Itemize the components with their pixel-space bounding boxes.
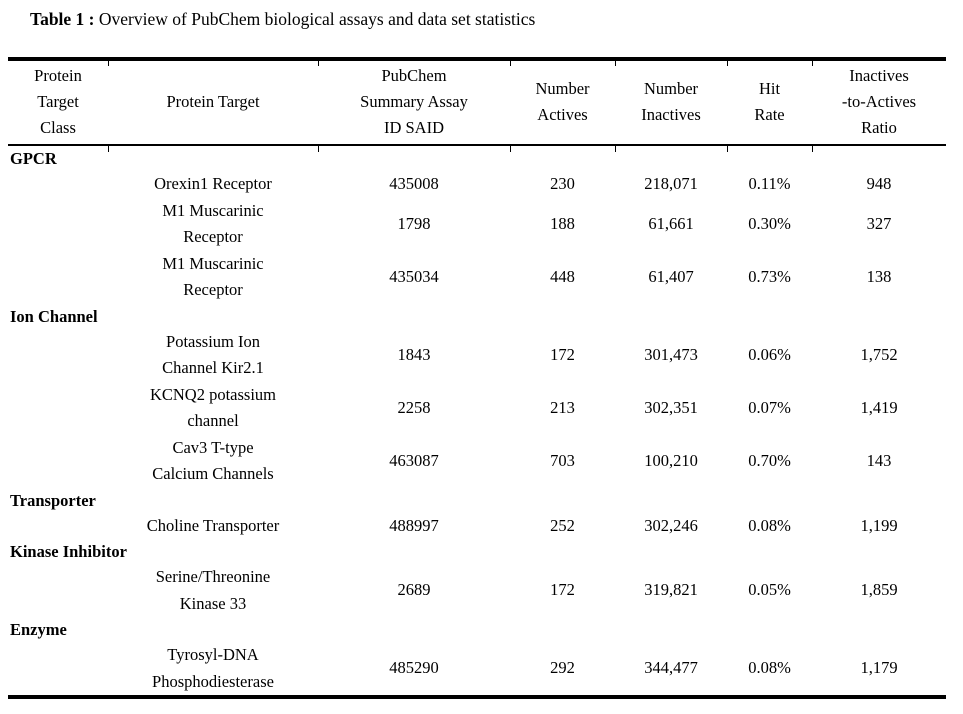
table-row: Tyrosyl-DNA Phosphodiesterase 485290 292… xyxy=(8,642,946,697)
cell-ratio: 948 xyxy=(866,174,892,193)
cell-actives: 188 xyxy=(550,213,575,233)
col-header-protein-target-class: Protein Target Class xyxy=(8,59,109,150)
cell-ratio: 143 xyxy=(866,450,892,470)
class-row-label: GPCR xyxy=(10,149,57,168)
cell-ratio: 1,419 xyxy=(860,397,898,417)
cell-target: KCNQ2 potassium channel xyxy=(149,384,277,431)
col-header-said: PubChem Summary Assay ID SAID xyxy=(318,59,511,150)
cell-inactives: 61,661 xyxy=(648,213,694,233)
cell-inactives: 302,246 xyxy=(644,515,698,535)
cell-hit-rate: 0.08% xyxy=(748,658,791,678)
class-row-kinase-inhibitor: Kinase Inhibitor xyxy=(8,539,946,564)
cell-said: 463087 xyxy=(389,450,439,470)
cell-hit-rate: 0.30% xyxy=(748,213,791,233)
cell-hit-rate: 0.73% xyxy=(748,266,791,286)
class-row-label: Enzyme xyxy=(10,620,67,639)
cell-target: Potassium Ion Channel Kir2.1 xyxy=(162,331,264,378)
col-header-hit-rate: Hit Rate xyxy=(727,59,813,150)
cell-said: 1843 xyxy=(397,344,431,364)
cell-hit-rate: 0.06% xyxy=(748,344,791,364)
class-row-label: Kinase Inhibitor xyxy=(10,542,127,561)
class-row-enzyme: Enzyme xyxy=(8,617,946,642)
cell-hit-rate: 0.08% xyxy=(748,515,791,535)
cell-actives: 703 xyxy=(550,450,575,470)
cell-hit-rate: 0.07% xyxy=(748,397,791,417)
cell-ratio: 1,859 xyxy=(860,580,898,600)
table-caption-label: Table 1 : xyxy=(30,9,95,29)
col-header-ratio: Inactives -to-Actives Ratio xyxy=(812,59,946,146)
class-row-label: Ion Channel xyxy=(10,306,98,326)
table-row: M1 Muscarinic Receptor 1798 188 61,661 0… xyxy=(8,198,946,251)
cell-said: 2258 xyxy=(397,397,431,417)
col-header-number-inactives: Number Inactives xyxy=(615,59,728,150)
cell-empty xyxy=(8,329,108,382)
cell-actives: 230 xyxy=(550,174,575,193)
col-header-number-actives: Number Actives xyxy=(510,59,616,150)
cell-target: M1 Muscarinic Receptor xyxy=(162,200,264,247)
cell-ratio: 1,752 xyxy=(860,344,898,364)
cell-ratio: 1,199 xyxy=(860,515,898,535)
cell-target: M1 Muscarinic Receptor xyxy=(162,253,264,300)
cell-empty xyxy=(8,642,108,697)
cell-empty xyxy=(8,382,108,435)
cell-inactives: 319,821 xyxy=(644,580,698,600)
cell-empty xyxy=(8,435,108,488)
cell-said: 485290 xyxy=(389,658,439,678)
cell-said: 2689 xyxy=(397,580,431,600)
cell-empty xyxy=(8,251,108,304)
col-header-protein-target: Protein Target xyxy=(108,59,319,150)
table-caption-text: Overview of PubChem biological assays an… xyxy=(98,9,536,29)
cell-actives: 292 xyxy=(550,658,575,678)
cell-target: Orexin1 Receptor xyxy=(154,174,272,193)
cell-inactives: 61,407 xyxy=(648,266,694,286)
cell-actives: 172 xyxy=(550,344,575,364)
cell-hit-rate: 0.70% xyxy=(748,450,791,470)
cell-ratio: 138 xyxy=(866,266,892,286)
cell-actives: 213 xyxy=(550,397,575,417)
cell-said: 1798 xyxy=(397,213,431,233)
table-row: Orexin1 Receptor 435008 230 218,071 0.11… xyxy=(8,171,946,198)
cell-empty xyxy=(8,564,108,617)
cell-empty xyxy=(8,198,108,251)
cell-inactives: 302,351 xyxy=(644,397,698,417)
table-row: M1 Muscarinic Receptor 435034 448 61,407… xyxy=(8,251,946,304)
table-row: Cav3 T-type Calcium Channels 463087 703 … xyxy=(8,435,946,488)
cell-inactives: 301,473 xyxy=(644,344,698,364)
cell-ratio: 1,179 xyxy=(860,658,898,678)
cell-said: 488997 xyxy=(389,515,439,535)
cell-actives: 252 xyxy=(550,515,575,535)
cell-inactives: 218,071 xyxy=(644,174,698,193)
cell-target: Choline Transporter xyxy=(146,515,280,535)
cell-hit-rate: 0.11% xyxy=(748,174,791,193)
class-row-label: Transporter xyxy=(10,490,96,510)
table-row: Potassium Ion Channel Kir2.1 1843 172 30… xyxy=(8,329,946,382)
assay-statistics-table: Protein Target Class Protein Target PubC… xyxy=(8,57,946,699)
cell-empty xyxy=(8,171,108,198)
table-row: Choline Transporter 488997 252 302,246 0… xyxy=(8,513,946,540)
class-row-transporter: Transporter xyxy=(8,488,946,513)
cell-ratio: 327 xyxy=(866,213,892,233)
cell-said: 435034 xyxy=(389,266,439,286)
table-row: Serine/Threonine Kinase 33 2689 172 319,… xyxy=(8,564,946,617)
cell-empty xyxy=(8,513,108,540)
cell-target: Cav3 T-type Calcium Channels xyxy=(152,437,274,484)
header-row: Protein Target Class Protein Target PubC… xyxy=(8,59,946,150)
cell-hit-rate: 0.05% xyxy=(748,580,791,600)
cell-inactives: 344,477 xyxy=(644,658,698,678)
class-row-ion-channel: Ion Channel xyxy=(8,304,946,329)
cell-target: Serine/Threonine Kinase 33 xyxy=(155,567,271,613)
table-row: KCNQ2 potassium channel 2258 213 302,351… xyxy=(8,382,946,435)
class-row-gpcr: GPCR xyxy=(8,145,946,171)
cell-inactives: 100,210 xyxy=(644,450,698,470)
cell-actives: 172 xyxy=(550,580,575,600)
cell-target: Tyrosyl-DNA Phosphodiesterase xyxy=(152,645,274,691)
cell-actives: 448 xyxy=(550,266,575,286)
cell-said: 435008 xyxy=(389,174,439,193)
table-caption: Table 1 : Overview of PubChem biological … xyxy=(30,8,535,31)
